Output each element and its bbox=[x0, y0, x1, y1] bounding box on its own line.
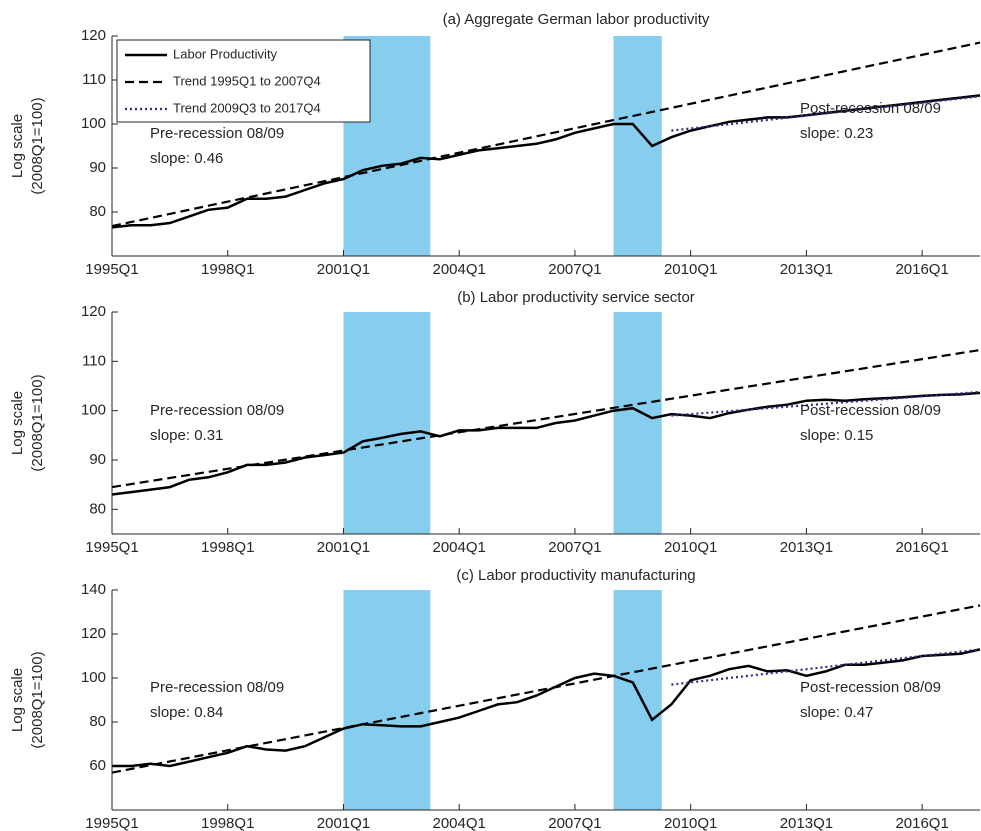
series-line bbox=[671, 390, 981, 417]
x-tick-label: 1998Q1 bbox=[201, 261, 254, 278]
x-tick-label: 2016Q1 bbox=[895, 539, 948, 556]
x-tick-label: 2013Q1 bbox=[780, 539, 833, 556]
annotation: slope: 0.23 bbox=[800, 125, 873, 142]
y-tick-label: 110 bbox=[82, 71, 106, 88]
y-axis-label: (2008Q1=100) bbox=[29, 374, 46, 471]
x-tick-label: 2016Q1 bbox=[895, 261, 948, 278]
y-tick-label: 120 bbox=[81, 625, 106, 642]
y-tick-label: 120 bbox=[81, 303, 106, 320]
annotation: slope: 0.47 bbox=[800, 704, 873, 721]
y-tick-label: 90 bbox=[89, 451, 106, 468]
x-tick-label: 1998Q1 bbox=[201, 539, 254, 556]
annotation: Post-recession 08/09 bbox=[800, 402, 941, 419]
x-tick-label: 2001Q1 bbox=[317, 815, 370, 831]
annotation: Pre-recession 08/09 bbox=[150, 679, 284, 696]
annotation: Pre-recession 08/09 bbox=[150, 402, 284, 419]
y-tick-label: 60 bbox=[89, 757, 106, 774]
annotation: Pre-recession 08/09 bbox=[150, 125, 284, 142]
y-tick-label: 80 bbox=[89, 203, 106, 220]
x-tick-label: 2004Q1 bbox=[433, 815, 486, 831]
y-axis-label: (2008Q1=100) bbox=[29, 651, 46, 748]
series-line bbox=[111, 41, 981, 228]
series-line bbox=[111, 348, 981, 489]
annotation: Post-recession 08/09 bbox=[800, 679, 941, 696]
x-tick-label: 2007Q1 bbox=[548, 539, 601, 556]
x-tick-label: 1998Q1 bbox=[201, 815, 254, 831]
y-tick-label: 140 bbox=[81, 581, 106, 598]
x-tick-label: 2004Q1 bbox=[433, 261, 486, 278]
y-tick-label: 100 bbox=[81, 402, 106, 419]
annotation: slope: 0.84 bbox=[150, 704, 223, 721]
legend-label: Labor Productivity bbox=[173, 46, 278, 61]
x-tick-label: 2010Q1 bbox=[664, 815, 717, 831]
series-line bbox=[111, 604, 981, 774]
panel-title: (a) Aggregate German labor productivity bbox=[443, 11, 710, 28]
y-axis-label: Log scale bbox=[9, 114, 26, 178]
x-tick-label: 1995Q1 bbox=[85, 815, 138, 831]
y-tick-label: 100 bbox=[81, 669, 106, 686]
annotation: slope: 0.46 bbox=[150, 150, 223, 167]
recession-shade bbox=[613, 590, 662, 810]
x-tick-label: 2016Q1 bbox=[895, 815, 948, 831]
y-tick-label: 90 bbox=[89, 159, 106, 176]
x-tick-label: 2010Q1 bbox=[664, 261, 717, 278]
x-tick-label: 1995Q1 bbox=[85, 539, 138, 556]
y-axis-label: Log scale bbox=[9, 668, 26, 732]
annotation: Post-recession 08/09 bbox=[800, 100, 941, 117]
x-tick-label: 2007Q1 bbox=[548, 815, 601, 831]
y-tick-label: 80 bbox=[89, 500, 106, 517]
y-tick-label: 120 bbox=[81, 27, 106, 44]
panel: (a) Aggregate German labor productivity L… bbox=[9, 11, 981, 278]
series-line bbox=[671, 95, 981, 132]
legend-label: Trend 2009Q3 to 2017Q4 bbox=[173, 100, 321, 115]
x-tick-label: 2004Q1 bbox=[433, 539, 486, 556]
y-tick-label: 100 bbox=[81, 115, 106, 132]
series-line bbox=[671, 648, 981, 686]
y-axis-label: (2008Q1=100) bbox=[29, 97, 46, 194]
x-tick-label: 1995Q1 bbox=[85, 261, 138, 278]
x-tick-label: 2013Q1 bbox=[780, 815, 833, 831]
recession-shade bbox=[343, 590, 431, 810]
x-tick-label: 2013Q1 bbox=[780, 261, 833, 278]
x-tick-label: 2001Q1 bbox=[317, 261, 370, 278]
panel: (c) Labor productivity manufacturing Log … bbox=[9, 567, 981, 831]
annotation: slope: 0.31 bbox=[150, 427, 223, 444]
y-tick-label: 110 bbox=[82, 352, 106, 369]
recession-shade bbox=[343, 312, 431, 534]
y-axis-label: Log scale bbox=[9, 391, 26, 455]
series-line bbox=[112, 648, 981, 768]
panel-title: (c) Labor productivity manufacturing bbox=[456, 567, 695, 584]
recession-shade bbox=[613, 312, 662, 534]
legend-label: Trend 1995Q1 to 2007Q4 bbox=[173, 73, 321, 88]
panel-title: (b) Labor productivity service sector bbox=[457, 289, 695, 306]
x-tick-label: 2010Q1 bbox=[664, 539, 717, 556]
annotation: slope: 0.15 bbox=[800, 427, 873, 444]
x-tick-label: 2001Q1 bbox=[317, 539, 370, 556]
panel: (b) Labor productivity service sector Log… bbox=[9, 289, 981, 556]
y-tick-label: 80 bbox=[89, 713, 106, 730]
x-tick-label: 2007Q1 bbox=[548, 261, 601, 278]
